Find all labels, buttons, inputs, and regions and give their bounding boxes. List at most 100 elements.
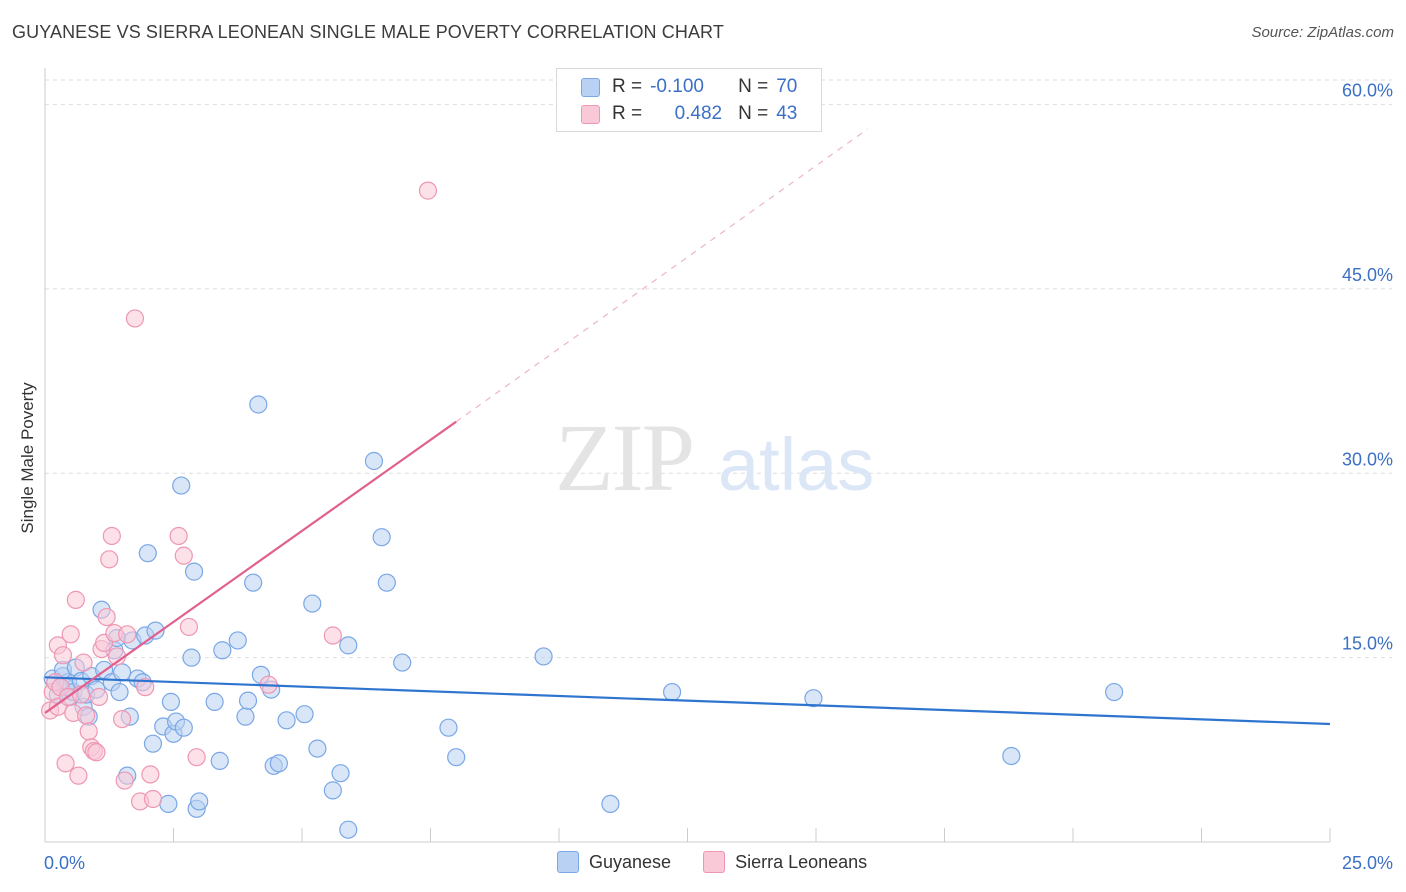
legend-n-label: N = bbox=[738, 103, 769, 124]
point-guyanese-73 bbox=[1105, 682, 1124, 702]
point-guyanese-20 bbox=[110, 682, 129, 702]
legend-n-value-sierra-leoneans: 43 bbox=[776, 103, 798, 124]
point-guyanese-68 bbox=[534, 647, 553, 666]
point-guyanese-54 bbox=[277, 711, 296, 730]
legend-swatch-sierra-leoneans bbox=[581, 104, 600, 124]
point-guyanese-46 bbox=[236, 707, 255, 726]
legend-r-label: R = bbox=[612, 103, 643, 124]
watermark: ZIP atlas bbox=[555, 404, 874, 511]
point-sierra-leoneans-33 bbox=[136, 678, 155, 697]
point-guyanese-59 bbox=[331, 764, 350, 783]
point-sierra-leoneans-24 bbox=[100, 550, 119, 569]
chart-source: Source: ZipAtlas.com bbox=[1251, 24, 1394, 41]
series-legend-sierra-leoneans[interactable]: Sierra Leoneans bbox=[703, 851, 867, 873]
point-guyanese-56 bbox=[303, 594, 322, 613]
point-guyanese-49 bbox=[249, 395, 268, 414]
x-tick-label-25: 25.0% bbox=[1342, 853, 1393, 873]
point-guyanese-69 bbox=[601, 794, 620, 814]
point-guyanese-61 bbox=[339, 636, 358, 655]
point-sierra-leoneans-15 bbox=[77, 706, 96, 725]
series-legend: Guyanese Sierra Leoneans bbox=[557, 851, 899, 873]
point-sierra-leoneans-14 bbox=[74, 653, 93, 672]
point-guyanese-45 bbox=[228, 631, 247, 650]
legend-r-value-guyanese: -0.100 bbox=[650, 76, 704, 97]
point-guyanese-72 bbox=[1002, 746, 1021, 766]
point-sierra-leoneans-37 bbox=[174, 546, 193, 565]
legend-row-guyanese: R = -0.100 N = 70 bbox=[581, 75, 797, 99]
legend-r-label: R = bbox=[612, 76, 643, 97]
point-sierra-leoneans-34 bbox=[141, 765, 160, 784]
point-guyanese-55 bbox=[295, 705, 314, 724]
point-guyanese-47 bbox=[238, 691, 258, 710]
watermark-atlas: atlas bbox=[718, 423, 874, 506]
point-sierra-leoneans-35 bbox=[143, 789, 163, 809]
point-sierra-leoneans-9 bbox=[61, 625, 80, 644]
trend-line-sierra-leoneans-extension bbox=[455, 128, 868, 423]
point-sierra-leoneans-31 bbox=[125, 309, 145, 328]
point-sierra-leoneans-11 bbox=[66, 590, 85, 609]
point-guyanese-32 bbox=[159, 794, 178, 814]
point-guyanese-21 bbox=[112, 663, 132, 682]
point-guyanese-67 bbox=[447, 748, 466, 767]
point-guyanese-71 bbox=[804, 689, 823, 708]
series-label-guyanese: Guyanese bbox=[589, 851, 672, 872]
legend-n-value-guyanese: 70 bbox=[776, 76, 798, 97]
point-guyanese-62 bbox=[364, 451, 384, 471]
point-guyanese-38 bbox=[182, 648, 201, 667]
point-sierra-leoneans-25 bbox=[102, 526, 121, 546]
point-sierra-leoneans-7 bbox=[56, 754, 75, 773]
legend-n-label: N = bbox=[738, 76, 769, 97]
y-tick-label-60: 60.0% bbox=[1342, 81, 1393, 101]
point-guyanese-60 bbox=[339, 820, 358, 839]
watermark-zip: ZIP bbox=[555, 404, 693, 511]
trend-line-sierra-leoneans bbox=[44, 420, 457, 714]
point-sierra-leoneans-12 bbox=[69, 766, 88, 785]
point-sierra-leoneans-20 bbox=[89, 687, 109, 707]
point-guyanese-53 bbox=[269, 754, 288, 773]
chart-title: GUYANESE VS SIERRA LEONEAN SINGLE MALE P… bbox=[12, 22, 724, 42]
correlation-legend: R = -0.100 N = 70 R = 0.482 N = 43 bbox=[556, 68, 822, 132]
label-layer: 15.0% 30.0% 45.0% 60.0% 0.0% 25.0% bbox=[44, 81, 1393, 873]
point-sierra-leoneans-36 bbox=[169, 526, 188, 546]
point-sierra-leoneans-39 bbox=[187, 748, 206, 767]
point-guyanese-33 bbox=[161, 692, 181, 711]
series-legend-guyanese[interactable]: Guyanese bbox=[557, 851, 671, 873]
y-tick-label-15: 15.0% bbox=[1342, 634, 1393, 654]
legend-swatch-guyanese bbox=[581, 77, 600, 97]
point-sierra-leoneans-42 bbox=[418, 181, 438, 200]
series-swatch-guyanese bbox=[557, 851, 579, 873]
y-tick-label-30: 30.0% bbox=[1342, 449, 1393, 469]
point-guyanese-29 bbox=[143, 734, 163, 753]
point-sierra-leoneans-19 bbox=[87, 743, 106, 762]
trend-line-guyanese bbox=[44, 676, 1331, 726]
point-sierra-leoneans-6 bbox=[53, 646, 73, 665]
point-sierra-leoneans-28 bbox=[112, 709, 132, 729]
point-sierra-leoneans-16 bbox=[79, 722, 98, 741]
point-guyanese-41 bbox=[190, 792, 209, 811]
x-tick-label-0: 0.0% bbox=[44, 853, 85, 873]
point-guyanese-44 bbox=[213, 641, 232, 660]
point-guyanese-43 bbox=[210, 751, 229, 770]
point-guyanese-65 bbox=[393, 653, 412, 672]
point-sierra-leoneans-41 bbox=[323, 626, 342, 645]
point-guyanese-48 bbox=[244, 573, 263, 592]
point-guyanese-66 bbox=[439, 718, 458, 737]
point-guyanese-64 bbox=[377, 573, 396, 592]
point-guyanese-30 bbox=[146, 621, 165, 640]
y-tick-label-45: 45.0% bbox=[1342, 265, 1393, 285]
point-guyanese-42 bbox=[205, 692, 224, 711]
point-sierra-leoneans-23 bbox=[97, 607, 116, 627]
point-guyanese-58 bbox=[323, 781, 342, 800]
point-guyanese-39 bbox=[184, 562, 204, 581]
point-guyanese-37 bbox=[174, 718, 193, 737]
point-sierra-leoneans-30 bbox=[118, 625, 137, 644]
legend-r-value-sierra-leoneans: 0.482 bbox=[674, 103, 723, 124]
point-guyanese-57 bbox=[308, 739, 327, 758]
y-axis-label: Single Male Poverty bbox=[18, 382, 37, 534]
point-sierra-leoneans-29 bbox=[115, 771, 134, 790]
legend-row-sierra-leoneans: R = 0.482 N = 43 bbox=[581, 102, 797, 126]
point-guyanese-63 bbox=[372, 528, 391, 547]
point-sierra-leoneans-38 bbox=[179, 617, 199, 637]
point-guyanese-36 bbox=[172, 476, 191, 495]
